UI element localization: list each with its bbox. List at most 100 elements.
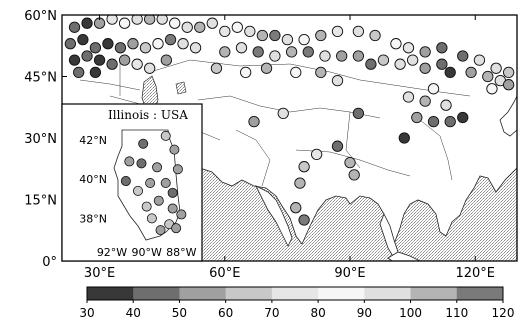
station-marker [365,58,377,70]
colorbar-ticks: 30 40 50 60 70 80 90 100 110 120 [79,300,514,320]
station-marker [336,50,348,62]
station-marker [127,38,139,50]
station-marker [406,54,419,66]
inset-station-markers [120,130,187,236]
station-marker [281,33,294,46]
station-marker [331,25,344,38]
station-marker [219,25,231,38]
inset-station-marker [160,178,171,189]
station-marker [503,79,515,91]
lon-tick-label: 60°E [209,266,240,281]
station-marker [194,21,206,33]
station-marker [490,62,502,74]
station-marker [102,38,114,50]
inset-lat-label: 38°N [79,212,107,225]
inset-lon-label: 90°W [131,246,161,259]
station-marker [411,111,423,124]
station-marker [231,21,243,33]
lon-tick-label: 90°E [334,266,365,281]
station-marker [419,95,431,107]
station-marker [219,46,231,58]
station-marker [68,21,81,33]
colorbar-tick-label: 40 [126,306,141,320]
station-marker [89,42,102,54]
station-marker [160,54,173,66]
station-marker [164,33,177,46]
station-marker [457,50,469,62]
colorbar-tick-label: 100 [399,306,422,320]
inset-lat-label: 40°N [79,173,107,186]
station-marker [77,33,89,46]
station-marker [106,58,118,70]
colorbar-tick-label: 80 [310,306,325,320]
station-marker [260,62,273,74]
station-marker [118,17,131,29]
station-marker [352,25,365,38]
station-marker [402,42,415,54]
station-marker [106,15,118,25]
main-map [62,15,517,261]
colorbar-segment [364,287,412,300]
lat-tick-label: 15°N [24,194,57,209]
inset-station-marker [176,209,187,220]
station-marker [419,62,431,74]
station-marker [298,161,310,173]
station-marker [277,107,289,120]
station-marker [427,115,440,128]
station-marker [118,54,131,66]
colorbar: 30 40 50 60 70 80 90 100 110 120 [79,286,514,320]
station-marker [457,111,469,124]
inset-station-marker [169,144,180,155]
station-marker [444,66,456,79]
inset-axes: 42°N 40°N 38°N 92°W 90°W 88°W [79,134,196,259]
lat-tick-label: 45°N [24,71,57,86]
station-marker [331,74,344,87]
station-marker [315,29,327,42]
station-marker [93,54,106,66]
station-marker [169,17,181,29]
station-marker [473,54,486,66]
station-marker [131,15,143,25]
colorbar-tick-label: 50 [172,306,187,320]
station-marker [152,38,164,50]
station-marker [114,42,127,54]
illinois-inset: Illinois : USA 42°N 40°N 38°N 92°W 90°W 88°W [61,103,203,262]
station-marker [419,46,431,58]
inset-station-marker [146,213,157,224]
station-marker [377,54,390,66]
station-marker [427,83,440,95]
lon-tick-label: 120°E [455,266,495,281]
lon-tick-label: 30°E [84,266,115,281]
station-marker [290,202,302,214]
station-marker [290,66,302,79]
colorbar-segment [179,287,227,300]
station-marker [139,42,152,54]
inset-station-marker [152,162,163,173]
station-marker [177,38,189,50]
station-marker [252,46,264,58]
station-marker [331,140,344,152]
colorbar-segment [87,287,134,300]
inset-station-marker [138,138,149,149]
station-marker [315,66,327,79]
longitude-axis: 30°E 60°E 90°E 120°E [84,15,495,281]
station-marker [503,66,515,79]
inset-station-marker [141,201,152,212]
inset-lon-label: 88°W [166,246,196,259]
colorbar-segment [410,287,458,300]
station-marker [486,83,498,95]
station-marker [352,107,365,120]
colorbar-segment [456,287,504,300]
inset-station-marker [155,225,166,236]
station-marker [319,50,331,62]
latitude-axis: 60°N 45°N 30°N 15°N 0° [24,9,67,270]
colorbar-segment [133,287,180,300]
station-marker [298,33,310,46]
lat-tick-label: 30°N [24,132,57,147]
colorbar-tick-label: 110 [445,306,468,320]
station-marker [444,115,456,128]
station-marker [344,156,356,169]
station-marker [81,17,93,29]
station-marker [352,50,365,62]
